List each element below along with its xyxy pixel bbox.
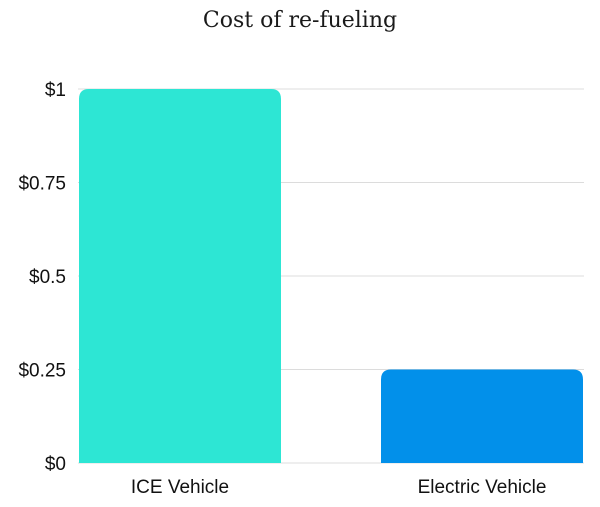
y-tick-label: $0.75 (18, 174, 66, 195)
bar-electric-vehicle (381, 369, 583, 463)
y-tick-label: $0 (45, 454, 66, 475)
y-axis-ticks: $0 $0.25 $0.5 $0.75 $1 (18, 80, 66, 475)
x-category-label: Electric Vehicle (418, 477, 547, 498)
x-axis-categories: ICE Vehicle Electric Vehicle (131, 477, 547, 498)
chart-title: Cost of re-fueling (203, 8, 397, 33)
bars (79, 89, 583, 463)
y-tick-label: $0.5 (29, 267, 66, 288)
y-tick-label: $0.25 (18, 361, 66, 382)
bar-ice-vehicle (79, 89, 281, 463)
x-category-label: ICE Vehicle (131, 477, 229, 498)
y-tick-label: $1 (45, 80, 66, 101)
